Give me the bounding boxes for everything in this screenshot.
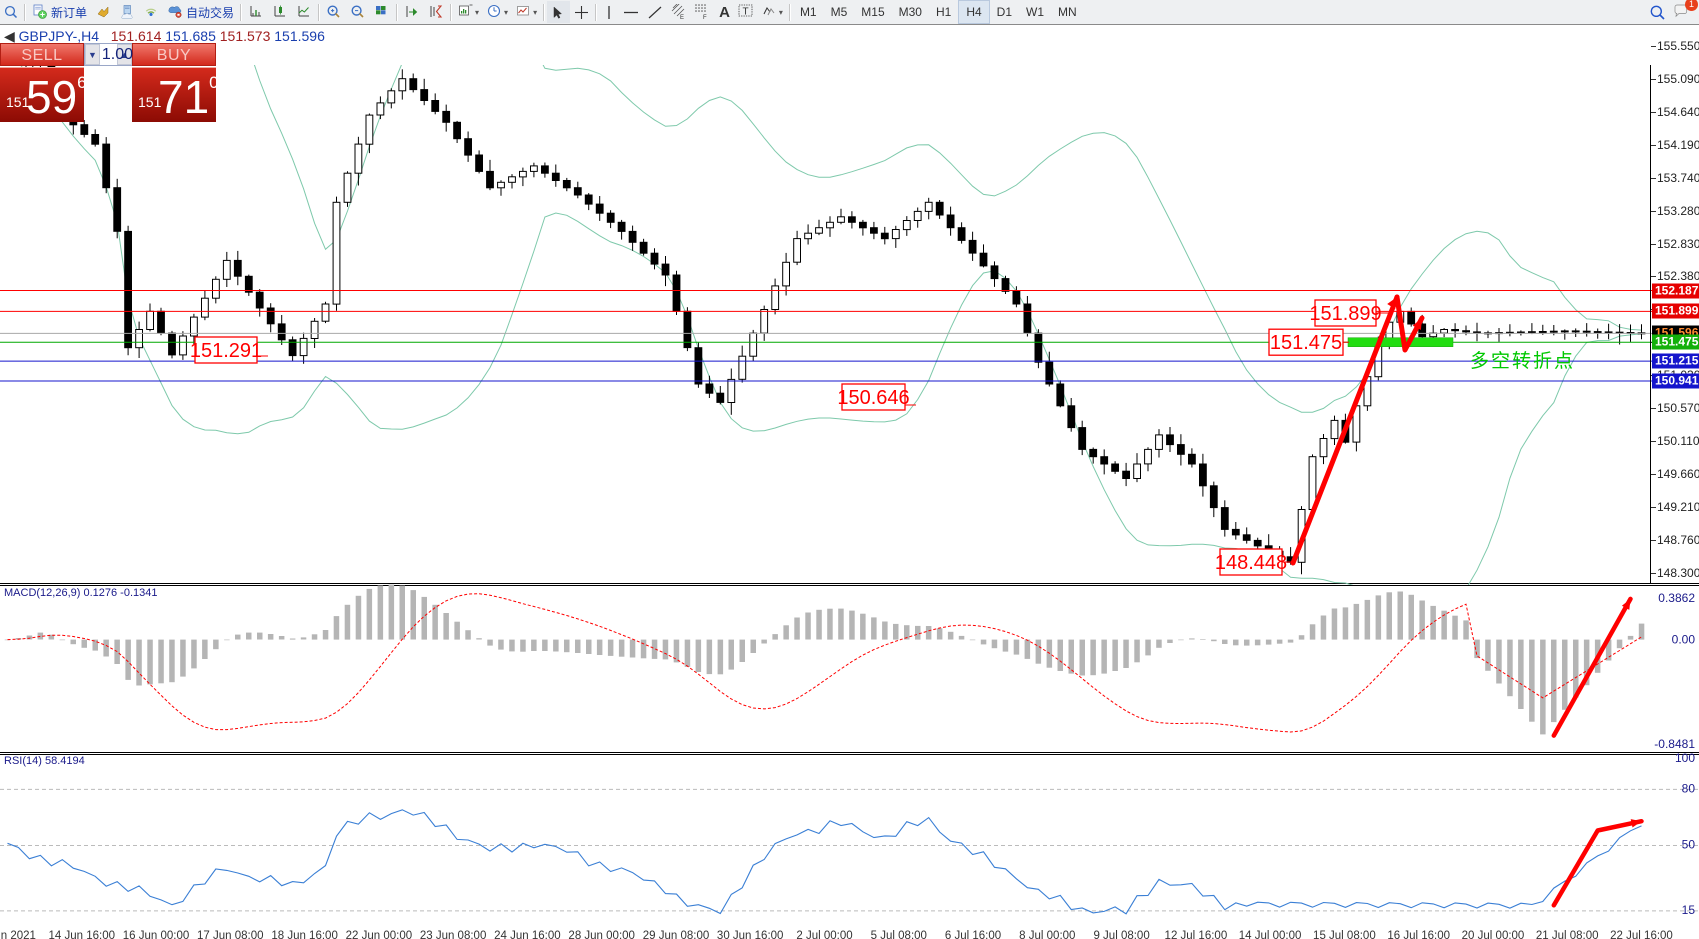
svg-text:80: 80 [1682, 781, 1696, 795]
svg-text:150.646: 150.646 [837, 387, 909, 409]
svg-text:RSI(14) 58.4194: RSI(14) 58.4194 [4, 755, 85, 767]
svg-text:151.291: 151.291 [190, 340, 262, 362]
svg-text:F: F [703, 15, 707, 20]
svg-text:-0.8481: -0.8481 [1654, 737, 1695, 751]
svg-text:T: T [742, 7, 748, 18]
svg-text:15: 15 [1682, 903, 1696, 917]
svg-text:0.00: 0.00 [1672, 633, 1696, 647]
svg-text:151.899: 151.899 [1309, 303, 1381, 325]
svg-text:0.3862: 0.3862 [1658, 591, 1695, 605]
svg-text:100: 100 [1675, 752, 1695, 765]
svg-text:148.448: 148.448 [1215, 552, 1287, 574]
svg-text:多空转折点: 多空转折点 [1470, 350, 1575, 372]
svg-text:50: 50 [1682, 838, 1696, 852]
svg-text:E: E [680, 15, 684, 20]
svg-text:MACD(12,26,9) 0.1276 -0.1341: MACD(12,26,9) 0.1276 -0.1341 [4, 587, 157, 599]
svg-text:151.475: 151.475 [1270, 332, 1342, 354]
